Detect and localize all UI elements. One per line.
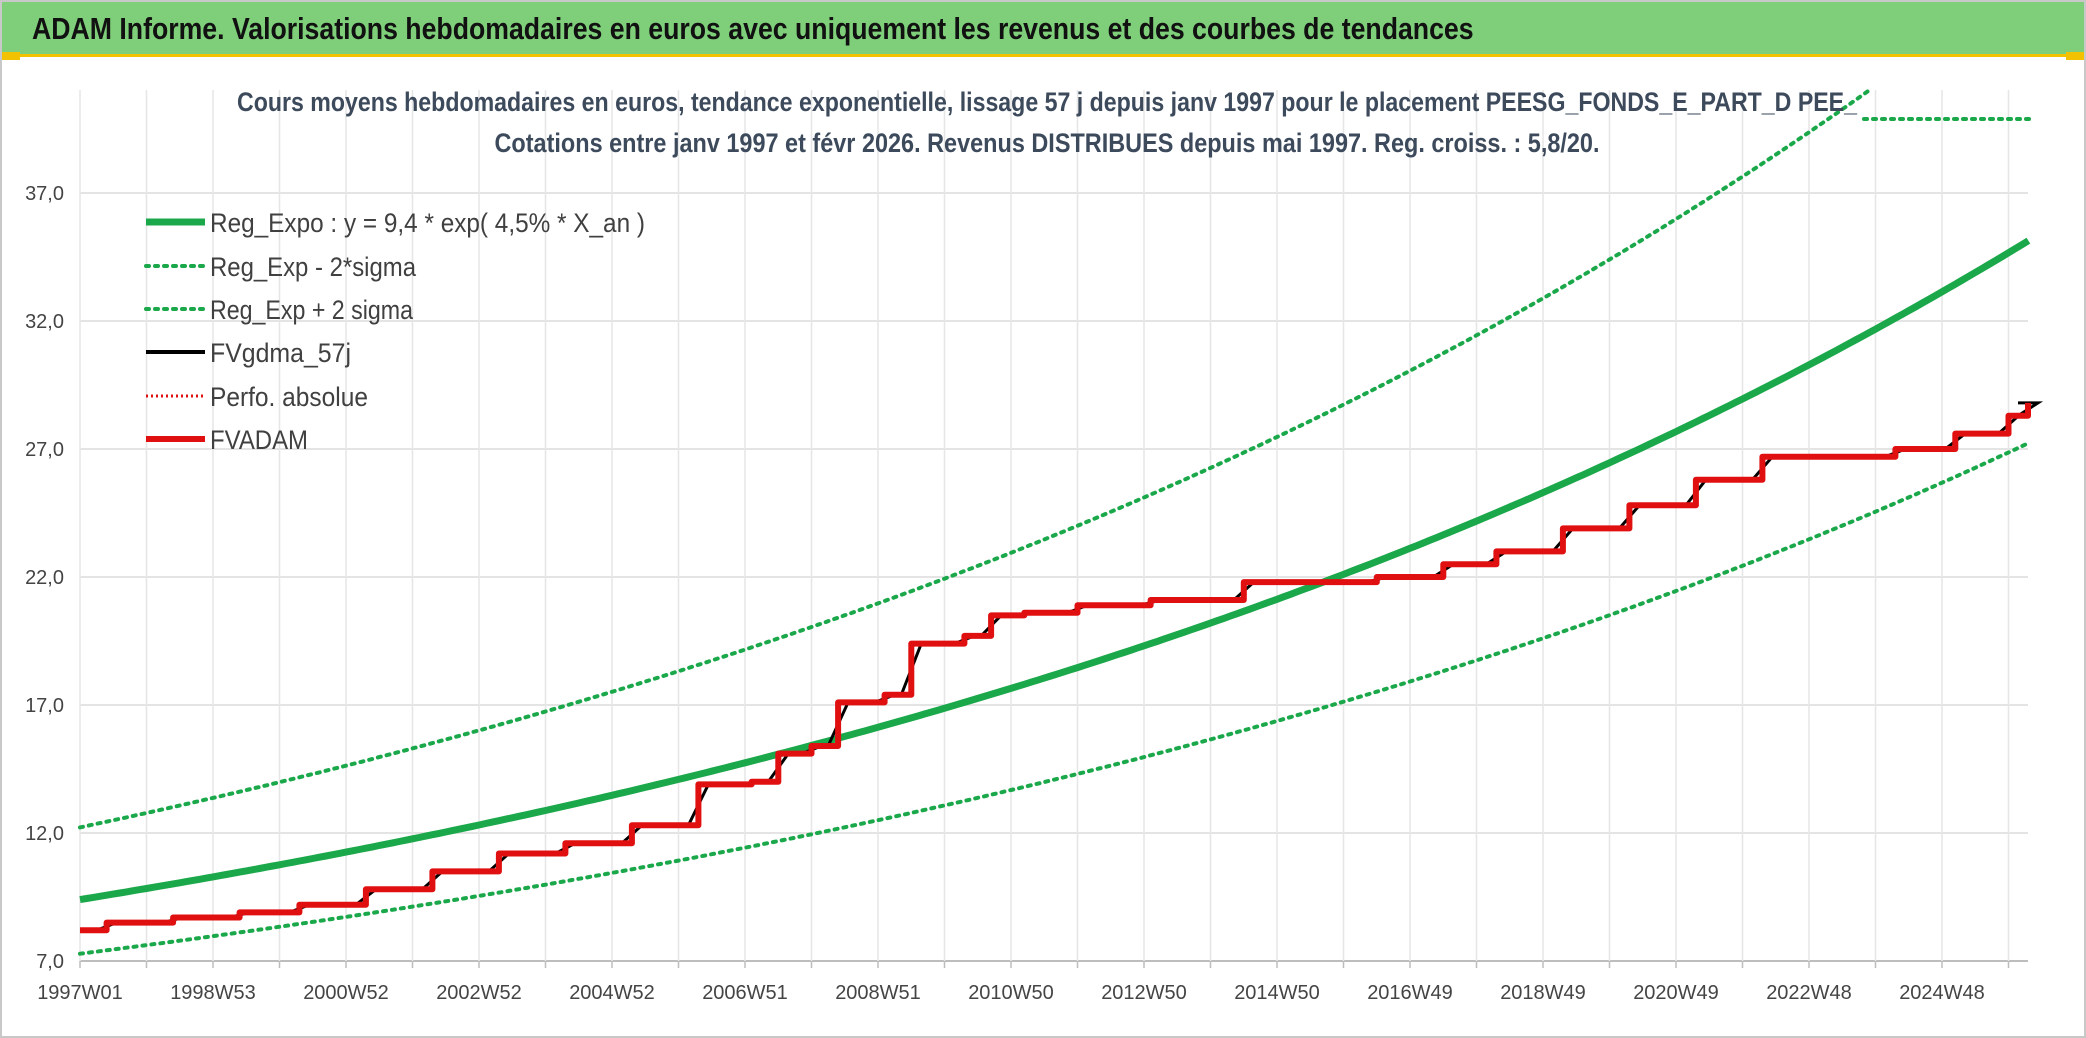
- x-tick-label: 2020W49: [1633, 982, 1719, 1004]
- legend-item-reg-plus: Reg_Exp + 2 sigma: [144, 295, 414, 325]
- banner-corner-right: [2066, 52, 2084, 60]
- legend-label-fvgdma: FVgdma_57j: [210, 338, 351, 368]
- banner-corner-left: [2, 52, 20, 60]
- chart-title: Cours moyens hebdomadaires en euros, ten…: [237, 87, 1858, 158]
- y-tick-label: 22,0: [25, 567, 64, 589]
- y-tick-label: 17,0: [25, 695, 64, 717]
- x-tick-label: 2012W50: [1101, 982, 1187, 1004]
- legend-item-fvgdma: FVgdma_57j: [146, 338, 351, 368]
- x-tick-label: 2014W50: [1234, 982, 1320, 1004]
- legend-label-perfo: Perfo. absolue: [210, 382, 368, 412]
- report-banner: ADAM Informe. Valorisations hebdomadaire…: [2, 2, 2084, 57]
- y-tick-label: 7,0: [36, 951, 64, 973]
- series-reg-plus-2sigma: [78, 88, 1871, 830]
- chart-title-line-2: Cotations entre janv 1997 et févr 2026. …: [495, 128, 1600, 158]
- y-tick-label: 27,0: [25, 439, 64, 461]
- x-tick-label: 2016W49: [1367, 982, 1453, 1004]
- y-tick-label: 32,0: [25, 311, 64, 333]
- x-tick-label: 2004W52: [569, 982, 655, 1004]
- legend-item-reg-minus: Reg_Exp - 2*sigma: [144, 252, 417, 282]
- x-tick-label: 1997W01: [37, 982, 123, 1004]
- chart-series: [78, 88, 2044, 956]
- series-reg-minus-2sigma: [78, 441, 2031, 956]
- x-tick-label: 2010W50: [968, 982, 1054, 1004]
- x-tick-label: 2006W51: [702, 982, 788, 1004]
- legend-label-reg-minus: Reg_Exp - 2*sigma: [210, 252, 417, 282]
- x-tick-label: 2000W52: [303, 982, 389, 1004]
- report-title: ADAM Informe. Valorisations hebdomadaire…: [32, 11, 1474, 46]
- x-tick-label: 1998W53: [170, 982, 256, 1004]
- legend-label-reg-expo: Reg_Expo : y = 9,4 * exp( 4,5% * X_an ): [210, 208, 645, 238]
- x-tick-label: 2018W49: [1500, 982, 1586, 1004]
- x-axis-ticks: 1997W01 1998W53 2000W52 2002W52 2004W52 2006W…: [37, 982, 1985, 1004]
- x-tick-label: 2024W48: [1899, 982, 1985, 1004]
- x-tick-label: 2022W48: [1766, 982, 1852, 1004]
- chart-grid: [79, 90, 2028, 968]
- y-axis-ticks: 7,0 12,0 17,0 22,0 27,0 32,0 37,0: [25, 183, 64, 973]
- chart-legend: Reg_Expo : y = 9,4 * exp( 4,5% * X_an ) …: [144, 208, 645, 455]
- series-fvadam: [80, 402, 2031, 934]
- legend-label-reg-plus: Reg_Exp + 2 sigma: [210, 295, 414, 325]
- legend-item-fvadam: FVADAM: [146, 425, 308, 455]
- chart-title-line-1: Cours moyens hebdomadaires en euros, ten…: [237, 87, 1858, 117]
- x-tick-label: 2002W52: [436, 982, 522, 1004]
- y-tick-label: 12,0: [25, 823, 64, 845]
- y-tick-label: 37,0: [25, 183, 64, 205]
- x-tick-label: 2008W51: [835, 982, 921, 1004]
- series-reg-expo: [79, 237, 2031, 904]
- legend-label-fvadam: FVADAM: [210, 425, 308, 455]
- legend-item-perfo: Perfo. absolue: [146, 382, 368, 412]
- legend-item-reg-expo: Reg_Expo : y = 9,4 * exp( 4,5% * X_an ): [146, 208, 645, 238]
